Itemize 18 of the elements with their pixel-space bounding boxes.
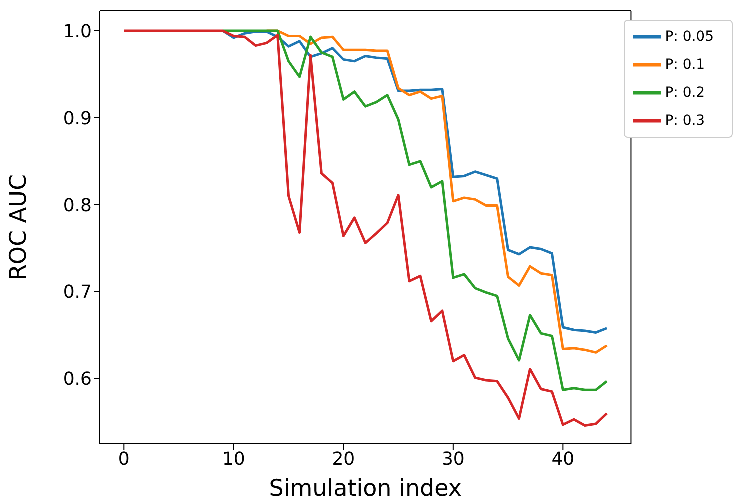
y-tick-label: 1.0 [63,21,92,42]
x-tick-label: 0 [118,448,130,470]
y-tick-label: 0.8 [63,195,92,216]
line-series [222,30,608,392]
legend-label: P: 0.05 [665,28,714,45]
x-tick-label: 40 [552,448,575,470]
legend-label: P: 0.3 [665,112,706,129]
legend-label: P: 0.2 [665,84,706,101]
line-series [122,30,608,427]
legend-label: P: 0.1 [665,56,706,73]
x-tick-label: 30 [442,448,465,470]
y-tick-label: 0.6 [63,369,92,390]
x-axis-title: Simulation index [269,476,462,499]
y-tick-label: 0.9 [63,108,92,130]
y-axis-title: ROC AUC [6,174,32,281]
x-tick-label: 10 [222,448,246,470]
y-tick-label: 0.7 [63,282,92,304]
x-tick-label: 20 [332,448,356,470]
